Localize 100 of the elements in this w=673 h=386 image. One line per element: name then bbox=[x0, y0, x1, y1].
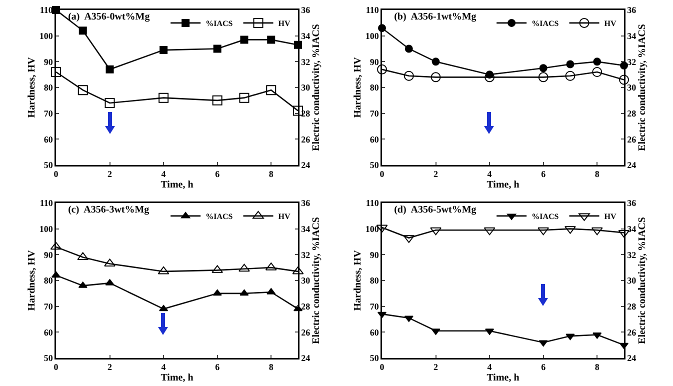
point bbox=[430, 72, 441, 82]
y2-tick-label: 30 bbox=[627, 276, 637, 286]
y2-tick-label: 24 bbox=[627, 353, 637, 364]
chart-title: (b) A356-1wt%Mg bbox=[394, 11, 476, 22]
y-tick-label: 50 bbox=[44, 353, 54, 364]
y2-axis-title: Electric conductivity, %IACS bbox=[310, 24, 322, 151]
y-tick-label: 90 bbox=[44, 56, 54, 67]
x-tick-label: 8 bbox=[594, 169, 600, 180]
y2-tick-label: 24 bbox=[301, 160, 311, 170]
legend-label: %IACS bbox=[532, 212, 560, 222]
y-tick-label: 110 bbox=[366, 198, 380, 208]
legend-label: %IACS bbox=[206, 212, 234, 222]
point bbox=[50, 242, 62, 250]
point bbox=[404, 44, 413, 53]
point bbox=[591, 227, 603, 236]
x-tick-label: 8 bbox=[268, 362, 274, 372]
y-tick-label: 110 bbox=[40, 5, 54, 16]
y2-tick-label: 26 bbox=[627, 134, 637, 144]
point bbox=[104, 98, 115, 108]
y-tick-label: 80 bbox=[370, 82, 380, 93]
y2-tick-label: 32 bbox=[627, 250, 637, 260]
point bbox=[267, 36, 276, 44]
y-tick-label: 80 bbox=[370, 276, 380, 286]
x-tick-label: 4 bbox=[161, 362, 166, 372]
x-tick-label: 2 bbox=[108, 362, 113, 372]
y-tick-label: 110 bbox=[366, 5, 380, 16]
y-tick-label: 90 bbox=[44, 250, 54, 260]
point bbox=[484, 227, 496, 236]
y-tick-label: 100 bbox=[39, 224, 54, 234]
point bbox=[239, 92, 250, 103]
x-tick-label: 0 bbox=[380, 362, 385, 372]
x-tick-label: 4 bbox=[487, 362, 492, 372]
y-axis-title: Hardness, HV bbox=[26, 56, 38, 118]
y-tick-label: 60 bbox=[44, 134, 54, 144]
point bbox=[538, 227, 550, 236]
point bbox=[212, 289, 222, 296]
point bbox=[240, 289, 249, 296]
chart-title: (d) A356-5wt%Mg bbox=[394, 204, 476, 216]
y2-tick-label: 24 bbox=[301, 353, 311, 364]
y2-tick-label: 30 bbox=[301, 276, 311, 286]
point bbox=[213, 44, 222, 53]
x-tick-label: 2 bbox=[434, 169, 439, 180]
point bbox=[566, 60, 574, 68]
point bbox=[486, 70, 494, 79]
x-axis-title: Time, h bbox=[486, 372, 520, 384]
y2-tick-label: 34 bbox=[627, 224, 637, 234]
y2-tick-label: 36 bbox=[301, 198, 311, 208]
point bbox=[619, 74, 629, 85]
y2-tick-label: 34 bbox=[301, 224, 311, 234]
y2-axis-title: Electric conductivity, %IACS bbox=[310, 216, 322, 344]
y-tick-label: 50 bbox=[370, 353, 380, 364]
x-tick-label: 8 bbox=[594, 362, 600, 372]
x-tick-label: 0 bbox=[54, 362, 59, 372]
y2-tick-label: 30 bbox=[301, 82, 311, 93]
point bbox=[432, 58, 440, 66]
x-tick-label: 6 bbox=[215, 362, 220, 372]
y-tick-label: 50 bbox=[370, 160, 380, 170]
y-tick-label: 60 bbox=[370, 134, 380, 144]
y2-tick-label: 26 bbox=[301, 134, 311, 144]
legend-label: %IACS bbox=[206, 19, 234, 28]
y2-axis-title: Electric conductivity, %IACS bbox=[636, 216, 648, 344]
point bbox=[566, 334, 575, 340]
point bbox=[78, 85, 88, 96]
y2-tick-label: 28 bbox=[627, 108, 637, 118]
y-tick-label: 90 bbox=[370, 250, 380, 260]
point bbox=[78, 26, 87, 35]
y-tick-label: 80 bbox=[44, 82, 54, 93]
x-tick-label: 4 bbox=[487, 169, 492, 180]
y-tick-label: 100 bbox=[365, 30, 380, 41]
chart-title: (a) A356-0wt%Mg bbox=[68, 11, 150, 22]
point bbox=[240, 36, 248, 44]
x-tick-label: 6 bbox=[541, 362, 546, 372]
y-tick-label: 100 bbox=[39, 30, 54, 41]
x-tick-label: 6 bbox=[541, 169, 546, 180]
y-tick-label: 70 bbox=[44, 108, 54, 118]
point bbox=[51, 67, 61, 77]
y-tick-label: 70 bbox=[370, 301, 380, 312]
y-tick-label: 80 bbox=[44, 276, 54, 286]
y2-tick-label: 36 bbox=[301, 5, 311, 16]
point bbox=[158, 92, 169, 103]
point bbox=[212, 95, 222, 106]
point bbox=[292, 266, 304, 274]
y2-tick-label: 26 bbox=[627, 327, 637, 338]
point bbox=[538, 72, 548, 82]
y-tick-label: 50 bbox=[44, 160, 54, 170]
chart-title: (c) A356-3wt%Mg bbox=[68, 204, 150, 216]
point bbox=[593, 58, 602, 66]
point bbox=[266, 85, 276, 96]
y2-tick-label: 28 bbox=[301, 301, 311, 312]
legend-label: HV bbox=[278, 19, 290, 28]
y-tick-label: 60 bbox=[44, 327, 54, 338]
point bbox=[159, 304, 168, 312]
y-tick-label: 110 bbox=[40, 198, 54, 208]
y2-tick-label: 36 bbox=[627, 198, 637, 208]
y-tick-label: 90 bbox=[370, 56, 380, 67]
y-axis-title: Hardness, HV bbox=[352, 249, 364, 311]
x-axis-title: Time, h bbox=[160, 372, 194, 384]
y2-tick-label: 34 bbox=[301, 30, 311, 41]
point bbox=[293, 106, 303, 116]
y2-tick-label: 36 bbox=[627, 5, 637, 16]
